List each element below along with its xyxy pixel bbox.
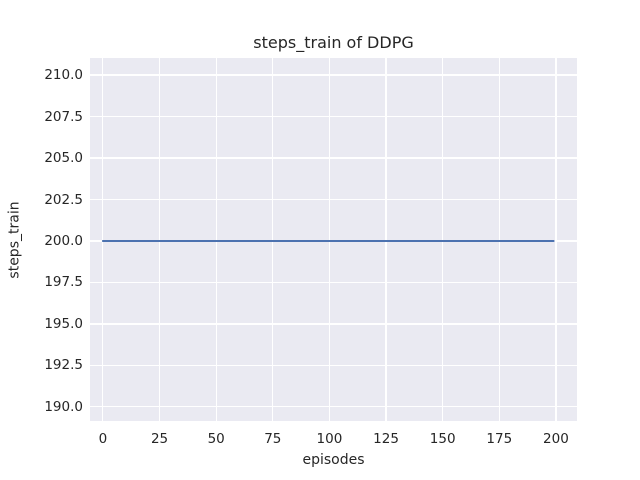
y-tick-label: 205.0 xyxy=(44,150,83,167)
gridline-horizontal xyxy=(90,115,577,118)
gridline-horizontal xyxy=(90,364,577,366)
x-tick-label: 125 xyxy=(373,431,399,447)
y-tick-label: 195.0 xyxy=(44,315,83,332)
x-tick-label: 25 xyxy=(150,431,169,447)
gridline-horizontal xyxy=(90,406,577,408)
x-tick-label: 175 xyxy=(486,431,513,447)
gridline-vertical xyxy=(215,58,217,421)
gridline-vertical xyxy=(158,58,161,421)
gridline-vertical xyxy=(272,58,274,421)
gridline-horizontal xyxy=(90,323,577,325)
gridline-vertical xyxy=(385,58,387,421)
y-tick-label: 210.0 xyxy=(44,67,83,84)
y-tick-label: 207.5 xyxy=(44,108,83,125)
gridline-vertical xyxy=(102,58,104,421)
x-tick-label: 100 xyxy=(316,431,343,447)
x-axis-label: episodes xyxy=(302,452,365,468)
gridline-horizontal xyxy=(90,157,577,159)
y-tick-label: 192.5 xyxy=(44,357,83,374)
gridline-vertical xyxy=(555,58,557,421)
gridline-horizontal xyxy=(90,74,577,76)
gridline-horizontal xyxy=(90,198,577,201)
y-tick-label: 197.5 xyxy=(44,274,83,291)
x-tick-label: 200 xyxy=(543,431,569,447)
plot-area xyxy=(90,58,577,421)
series-layer xyxy=(101,239,555,242)
x-tick-label: 50 xyxy=(207,431,225,447)
y-tick-label: 200.0 xyxy=(44,232,83,249)
gridline-horizontal xyxy=(90,281,577,284)
y-tick-label: 190.0 xyxy=(44,398,83,415)
x-tick-label: 150 xyxy=(429,431,456,447)
chart-title: steps_train of DDPG xyxy=(253,33,414,52)
x-tick-label: 0 xyxy=(98,431,108,447)
gridline-vertical xyxy=(498,58,500,421)
gridline-vertical xyxy=(328,58,330,421)
y-tick-label: 202.5 xyxy=(44,191,83,208)
gridline-vertical xyxy=(442,58,444,421)
x-tick-label: 75 xyxy=(264,431,282,447)
